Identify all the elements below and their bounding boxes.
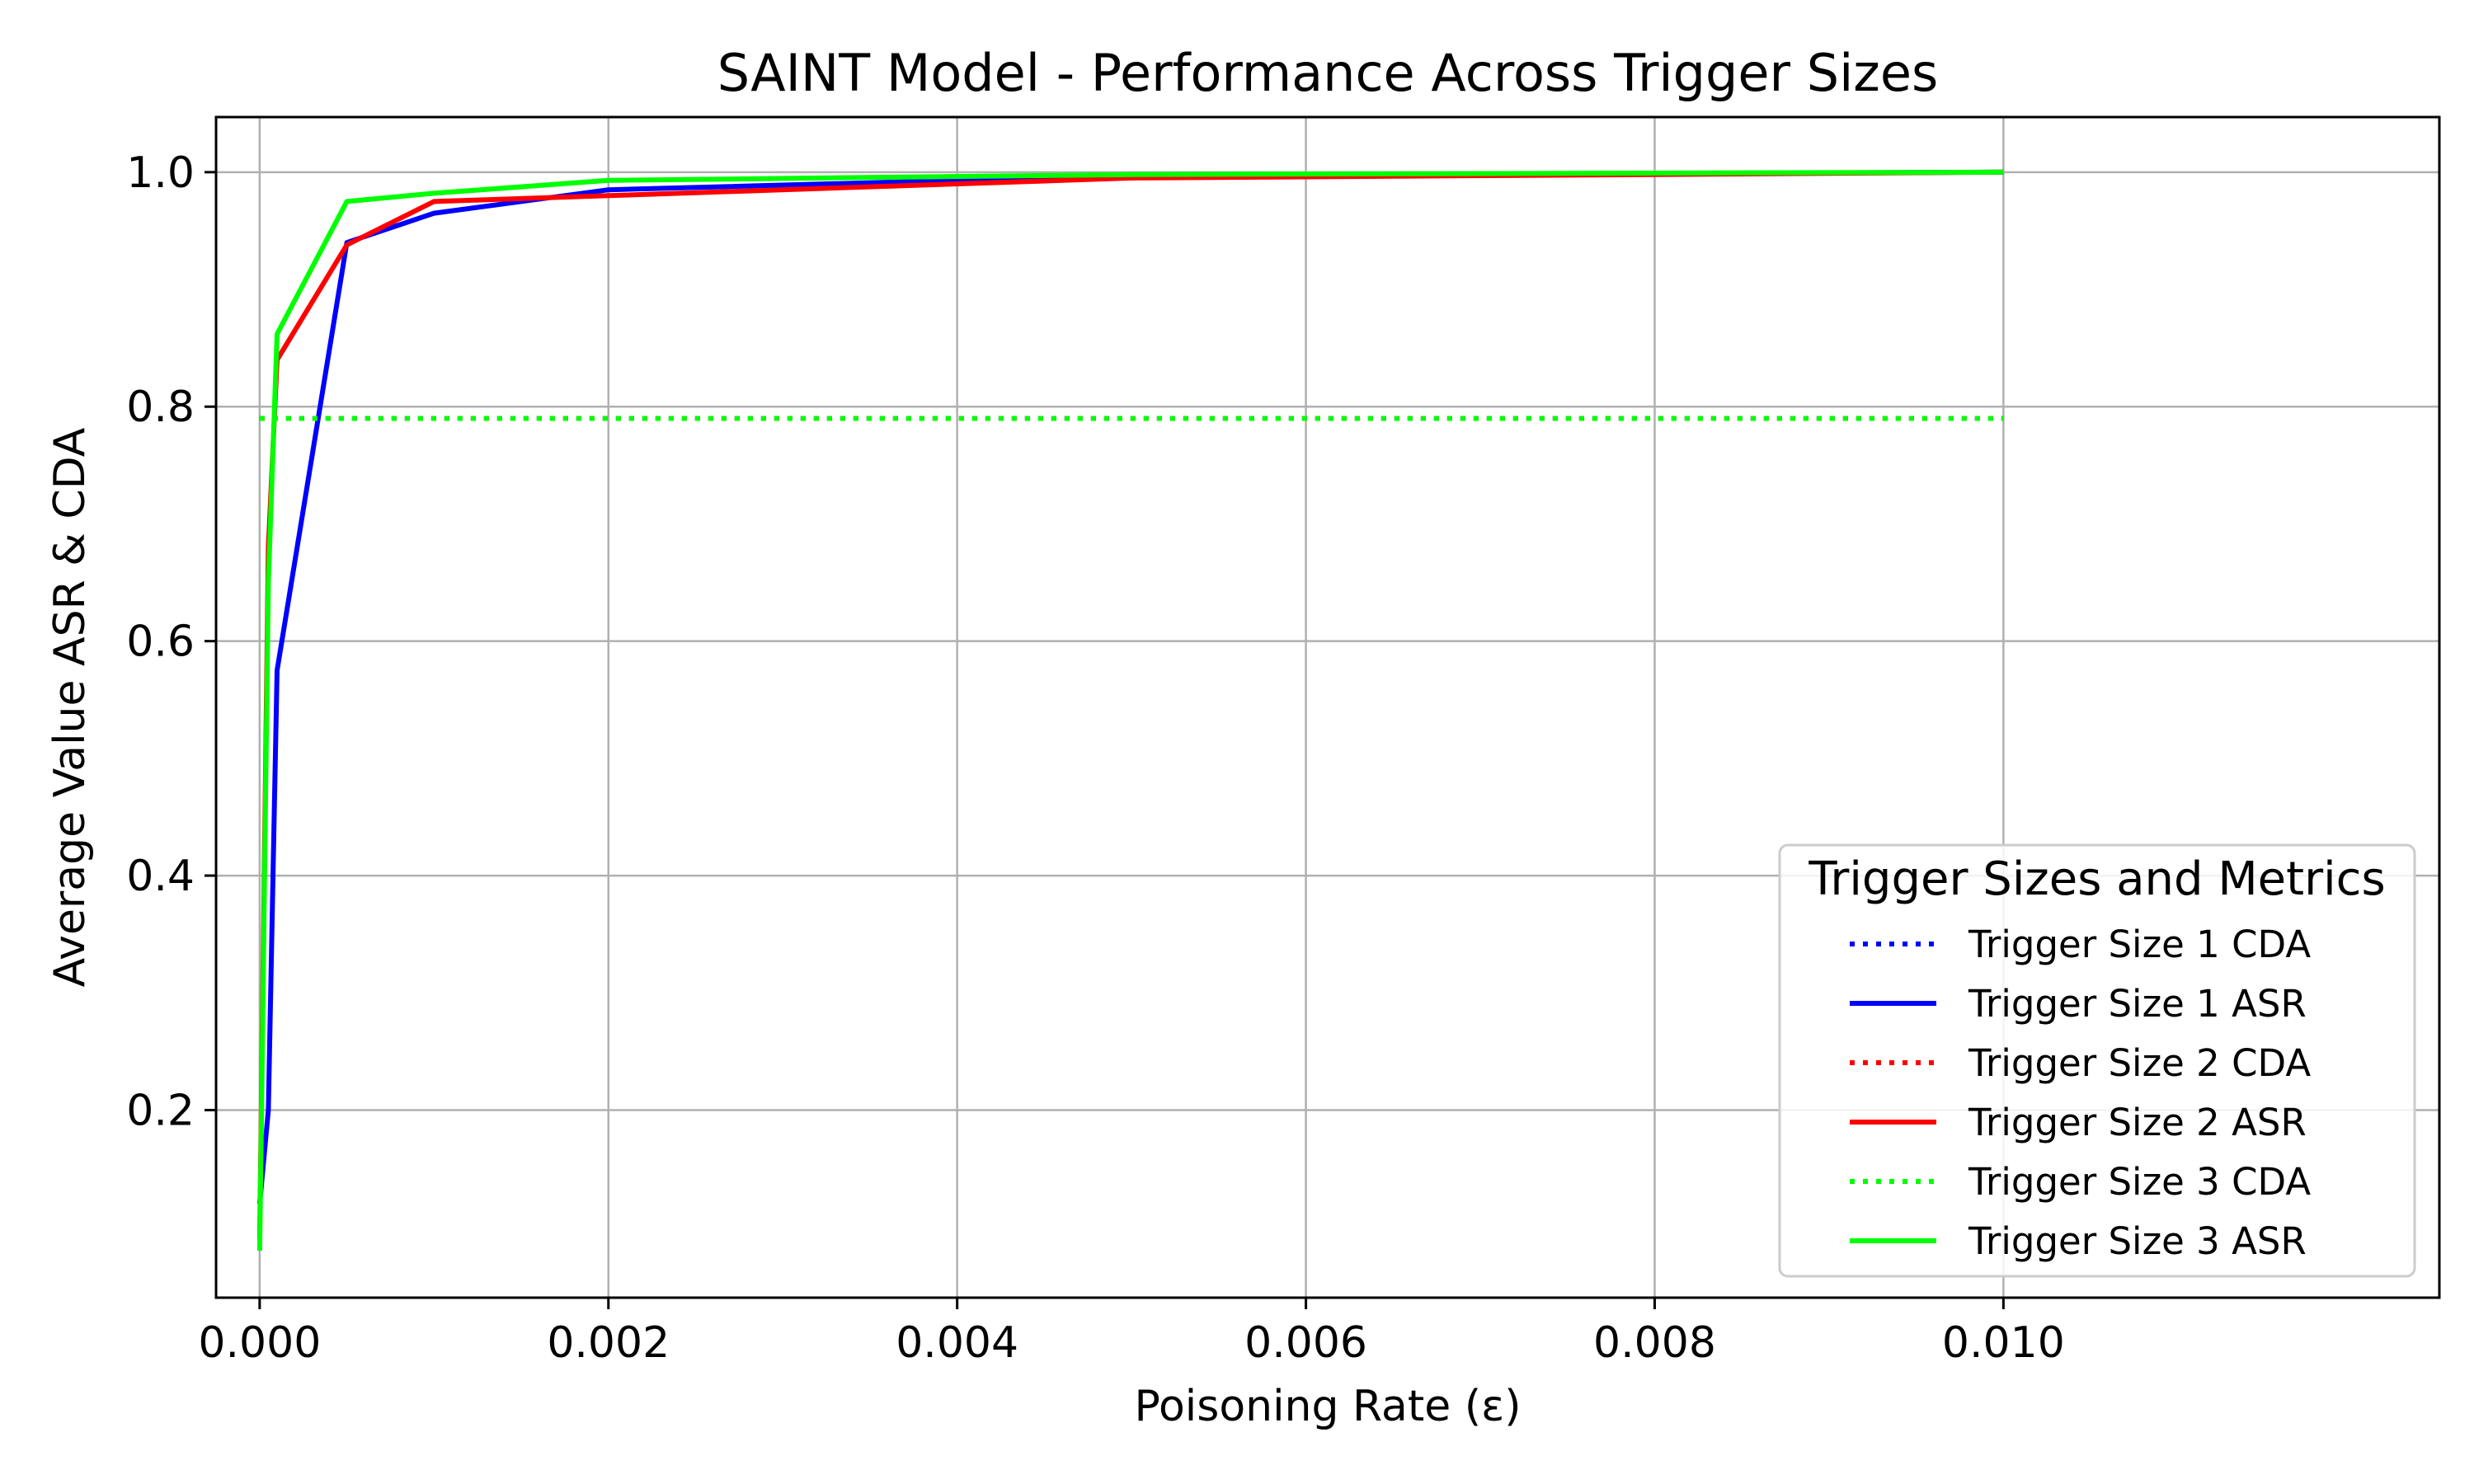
chart-title: SAINT Model - Performance Across Trigger… (717, 43, 1939, 103)
y-axis: 0.2 0.4 0.6 0.8 1.0 (126, 148, 216, 1135)
legend-label: Trigger Size 3 CDA (1968, 1160, 2311, 1204)
y-axis-label: Average Value ASR & CDA (45, 427, 95, 987)
y-tick-label: 0.2 (126, 1086, 195, 1135)
y-tick-label: 1.0 (126, 148, 195, 198)
legend-label: Trigger Size 3 ASR (1968, 1219, 2307, 1263)
legend: Trigger Sizes and Metrics Trigger Size 1… (1778, 843, 2416, 1278)
series-line (256, 169, 2004, 1205)
series-line (256, 169, 2004, 1239)
x-tick-label: 0.002 (547, 1318, 670, 1368)
x-tick-label: 0.010 (1942, 1318, 2065, 1368)
y-tick-label: 0.6 (126, 618, 195, 667)
legend-label: Trigger Size 2 CDA (1968, 1041, 2311, 1085)
legend-label: Trigger Size 1 ASR (1968, 982, 2307, 1026)
plot-area (214, 115, 2441, 1299)
grid (216, 117, 2439, 1298)
x-axis-label: Poisoning Rate (ε) (1134, 1382, 1521, 1431)
x-tick-label: 0.004 (896, 1318, 1018, 1368)
x-tick-label: 0.008 (1593, 1318, 1716, 1368)
legend-box (1778, 843, 2416, 1278)
y-tick-label: 0.8 (126, 383, 195, 432)
x-tick-label: 0.000 (198, 1318, 321, 1368)
y-tick-label: 0.4 (126, 852, 195, 901)
legend-label: Trigger Size 2 ASR (1968, 1101, 2307, 1144)
series-line (256, 169, 2004, 1252)
legend-title: Trigger Sizes and Metrics (1808, 852, 2385, 906)
x-axis: 0.000 0.002 0.004 0.006 0.008 0.010 (198, 1298, 2065, 1368)
series-layer (256, 169, 2004, 1252)
legend-label: Trigger Size 1 CDA (1968, 923, 2311, 966)
x-tick-label: 0.006 (1244, 1318, 1367, 1368)
legend-entries: Trigger Size 1 CDA Trigger Size 1 ASR Trig… (1850, 923, 2311, 1263)
